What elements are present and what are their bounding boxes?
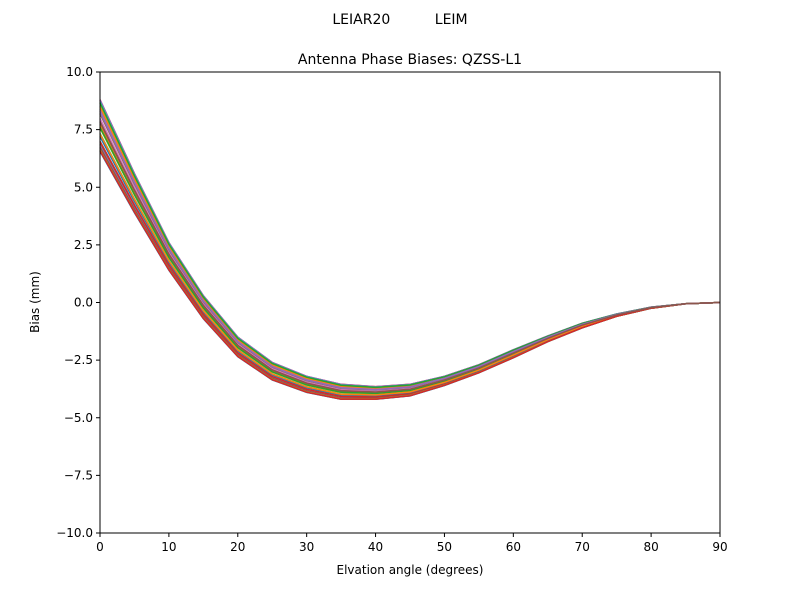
series-line-16: [99, 99, 721, 388]
y-tick-label: −5.0: [64, 411, 93, 425]
series-line-0: [99, 108, 721, 390]
x-tick-label: 80: [643, 540, 658, 554]
x-tick-label: 70: [575, 540, 590, 554]
plot-frame: [99, 71, 721, 534]
series-line-3: [99, 99, 721, 388]
x-tick-label: 90: [712, 540, 727, 554]
series-line-23: [99, 141, 721, 398]
x-tick-label: 40: [368, 540, 383, 554]
series-line-13: [99, 113, 721, 391]
series-line-28: [99, 149, 721, 400]
y-tick-label: 2.5: [74, 238, 93, 252]
x-tick-label: 30: [299, 540, 314, 554]
series-line-34: [99, 110, 721, 391]
series-line-26: [99, 119, 721, 393]
series-line-4: [99, 145, 721, 399]
series-line-14: [99, 118, 721, 393]
series-line-5: [99, 121, 721, 393]
series-line-35: [99, 121, 721, 393]
series-line-7: [99, 150, 721, 400]
series-line-21: [99, 106, 721, 390]
series-line-29: [99, 101, 721, 388]
y-axis-label: Bias (mm): [28, 271, 42, 333]
y-tick-label: 5.0: [74, 180, 93, 194]
series-line-2: [99, 143, 721, 399]
chart-suptitle: LEIAR20 LEIM: [332, 12, 467, 28]
series-line-6: [99, 110, 721, 391]
series-line-25: [99, 146, 721, 400]
x-tick-label: 10: [161, 540, 176, 554]
chart-title: Antenna Phase Biases: QZSS-L1: [298, 52, 522, 68]
series-line-22: [99, 127, 721, 395]
series-line-27: [99, 112, 721, 391]
y-tick-label: 0.0: [74, 296, 93, 310]
series-line-11: [99, 101, 721, 388]
series-line-32: [99, 102, 721, 389]
x-tick-label: 0: [96, 540, 104, 554]
series-line-12: [99, 149, 721, 400]
series-line-31: [99, 133, 721, 396]
y-tick-label: 7.5: [74, 123, 93, 137]
series-line-19: [99, 105, 721, 389]
x-tick-label: 20: [230, 540, 245, 554]
y-tick-label: −10.0: [56, 526, 93, 540]
series-line-18: [99, 127, 721, 395]
x-tick-label: 50: [437, 540, 452, 554]
series-line-10: [99, 136, 721, 397]
series-line-33: [99, 150, 721, 400]
series-line-9: [99, 132, 721, 396]
series-line-30: [99, 135, 721, 397]
series-line-20: [99, 151, 721, 401]
x-axis-label: Elvation angle (degrees): [337, 563, 484, 577]
y-tick-label: −7.5: [64, 468, 93, 482]
series-line-15: [99, 147, 721, 400]
y-tick-label: 10.0: [66, 65, 93, 79]
series-line-17: [99, 140, 721, 398]
series-line-24: [99, 99, 721, 388]
x-tick-label: 60: [506, 540, 521, 554]
series-lines: [99, 99, 721, 401]
series-line-1: [99, 124, 721, 394]
y-tick-label: −2.5: [64, 353, 93, 367]
series-line-8: [99, 102, 721, 389]
axis-ticks: 0 10 20 30 40 50 60 70 80 90 −10.0 −7.5 −5.0 −2.5 0.0 2…: [56, 65, 727, 554]
